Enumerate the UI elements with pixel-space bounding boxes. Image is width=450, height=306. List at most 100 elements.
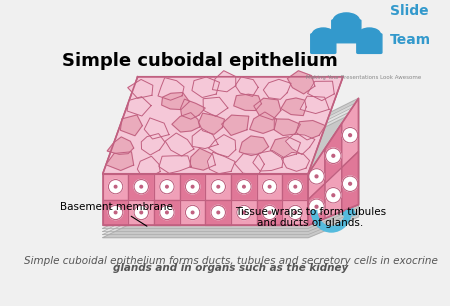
- Polygon shape: [325, 167, 342, 218]
- Polygon shape: [235, 77, 258, 96]
- Polygon shape: [172, 113, 200, 132]
- Polygon shape: [107, 137, 134, 154]
- Text: Simple cuboidal epithelium: Simple cuboidal epithelium: [63, 52, 338, 70]
- Text: Basement membrane: Basement membrane: [60, 202, 173, 226]
- Polygon shape: [103, 98, 359, 226]
- Polygon shape: [288, 71, 315, 94]
- Circle shape: [332, 194, 335, 197]
- Polygon shape: [128, 174, 154, 200]
- Circle shape: [108, 205, 123, 220]
- Polygon shape: [203, 97, 228, 116]
- Polygon shape: [282, 152, 310, 171]
- Polygon shape: [283, 174, 308, 200]
- Circle shape: [268, 185, 271, 188]
- Polygon shape: [106, 152, 134, 170]
- Polygon shape: [180, 200, 206, 226]
- Circle shape: [185, 205, 200, 220]
- Circle shape: [114, 211, 117, 214]
- Polygon shape: [342, 151, 359, 211]
- Polygon shape: [103, 77, 343, 174]
- Circle shape: [333, 13, 360, 28]
- Circle shape: [262, 180, 277, 194]
- Polygon shape: [103, 104, 359, 232]
- Polygon shape: [250, 112, 277, 133]
- Circle shape: [108, 180, 123, 194]
- Circle shape: [325, 148, 341, 163]
- Circle shape: [315, 205, 318, 208]
- Polygon shape: [199, 113, 225, 134]
- Polygon shape: [190, 148, 216, 170]
- Circle shape: [358, 28, 380, 41]
- Circle shape: [237, 205, 251, 220]
- FancyBboxPatch shape: [332, 20, 361, 43]
- Polygon shape: [307, 81, 334, 101]
- Circle shape: [325, 188, 341, 203]
- Circle shape: [315, 175, 318, 178]
- Circle shape: [166, 211, 168, 214]
- Polygon shape: [128, 80, 153, 98]
- Polygon shape: [103, 101, 359, 229]
- Polygon shape: [285, 134, 315, 155]
- Polygon shape: [296, 121, 325, 140]
- Polygon shape: [274, 119, 301, 136]
- Circle shape: [332, 155, 335, 157]
- Polygon shape: [308, 149, 325, 200]
- Polygon shape: [206, 174, 231, 200]
- Circle shape: [294, 185, 297, 188]
- Circle shape: [191, 211, 194, 214]
- Polygon shape: [180, 99, 205, 119]
- Polygon shape: [270, 137, 301, 158]
- Circle shape: [160, 180, 174, 194]
- Circle shape: [134, 180, 148, 194]
- Polygon shape: [154, 200, 180, 226]
- FancyBboxPatch shape: [311, 34, 336, 53]
- Polygon shape: [137, 156, 160, 177]
- Polygon shape: [103, 200, 128, 226]
- Circle shape: [140, 185, 143, 188]
- Circle shape: [160, 205, 174, 220]
- Polygon shape: [158, 78, 184, 100]
- Polygon shape: [239, 136, 269, 156]
- Circle shape: [342, 176, 358, 192]
- Circle shape: [166, 185, 168, 188]
- Polygon shape: [231, 174, 257, 200]
- Polygon shape: [221, 115, 249, 136]
- Polygon shape: [300, 96, 329, 114]
- Polygon shape: [144, 118, 169, 139]
- Circle shape: [237, 180, 251, 194]
- Polygon shape: [154, 174, 180, 200]
- Polygon shape: [103, 111, 359, 238]
- Circle shape: [262, 205, 277, 220]
- Text: Slide: Slide: [390, 4, 428, 18]
- Circle shape: [294, 211, 297, 214]
- Polygon shape: [263, 79, 291, 99]
- Circle shape: [268, 211, 271, 214]
- Polygon shape: [257, 174, 283, 200]
- Polygon shape: [257, 200, 283, 226]
- Polygon shape: [192, 129, 218, 148]
- Polygon shape: [342, 98, 359, 167]
- Polygon shape: [212, 71, 236, 92]
- Text: Making Your Presentations Look Awesome: Making Your Presentations Look Awesome: [306, 75, 421, 80]
- Polygon shape: [127, 97, 151, 116]
- FancyBboxPatch shape: [357, 34, 382, 53]
- Polygon shape: [128, 200, 154, 226]
- Polygon shape: [308, 184, 325, 226]
- Polygon shape: [206, 200, 231, 226]
- Circle shape: [309, 199, 324, 215]
- Circle shape: [185, 180, 200, 194]
- Circle shape: [114, 185, 117, 188]
- Circle shape: [217, 185, 220, 188]
- Polygon shape: [180, 174, 206, 200]
- Circle shape: [312, 28, 334, 41]
- Circle shape: [309, 169, 324, 184]
- Circle shape: [288, 205, 302, 220]
- Circle shape: [217, 211, 220, 214]
- Text: Simple cuboidal epithelium forms ducts, tubules and secretory cells in exocrine: Simple cuboidal epithelium forms ducts, …: [24, 256, 437, 266]
- Polygon shape: [159, 156, 191, 173]
- Circle shape: [349, 134, 351, 136]
- Circle shape: [134, 205, 148, 220]
- Circle shape: [211, 205, 225, 220]
- Circle shape: [140, 211, 143, 214]
- Polygon shape: [281, 98, 306, 116]
